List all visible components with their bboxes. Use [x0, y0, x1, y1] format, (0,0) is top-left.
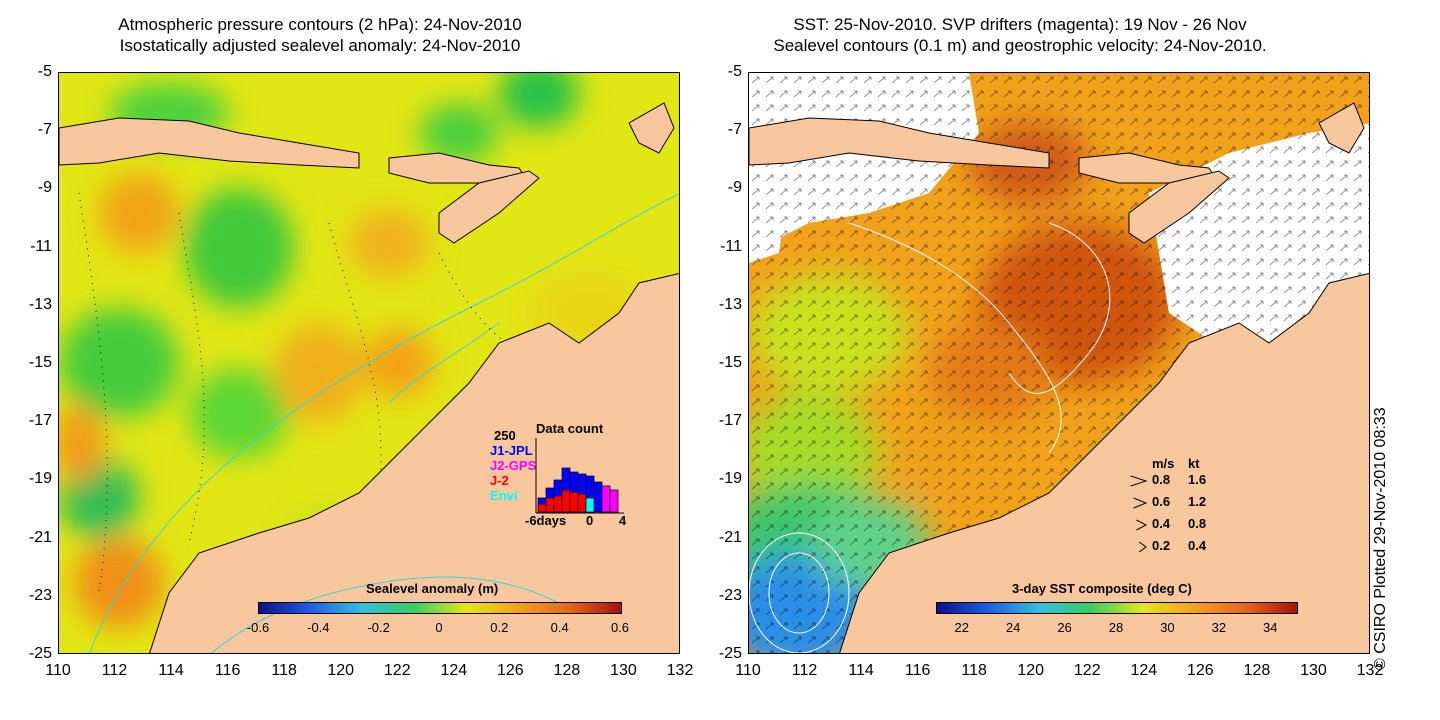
right-colorbar-tick: 26: [1057, 620, 1072, 635]
left-colorbar-tick: 0.6: [610, 620, 630, 635]
left-lat-tick: -17: [28, 412, 52, 430]
series-j2-gps: J2-GPS: [490, 458, 537, 473]
right-lon-tick: 132: [1356, 662, 1384, 679]
right-lat-tick: -7: [727, 121, 742, 139]
credit-text: © CSIRO Plotted 29-Nov-2010 08:33: [1372, 407, 1389, 670]
left-lat-tick: -11: [30, 237, 52, 255]
right-colorbar-tick: 30: [1160, 620, 1175, 635]
series-j1-jpl: J1-JPL: [490, 443, 533, 458]
velocity-arrow: [1133, 497, 1148, 509]
left-lon-tick: 114: [158, 662, 184, 679]
right-lat-tick: -11: [720, 237, 742, 255]
right-lon-tick: 118: [961, 662, 987, 679]
right-colorbar-tick: 22: [954, 620, 969, 635]
right-lon-tick: 122: [1073, 662, 1101, 679]
data-count-x-start: -6days: [525, 513, 567, 528]
left-lon-tick: 124: [440, 662, 468, 679]
sealevel-anomaly-map: [58, 72, 680, 654]
velocity-kt-value: 0.4: [1188, 538, 1207, 553]
left-lat-tick: -21: [28, 528, 52, 546]
right-lon-tick: 128: [1243, 662, 1271, 679]
data-count-chart: [535, 438, 624, 514]
left-lat-tick: -23: [28, 586, 52, 604]
right-lat-tick: -15: [718, 354, 742, 371]
left-map-title: Atmospheric pressure contours (2 hPa): 2…: [0, 14, 640, 56]
sst-map: [748, 72, 1370, 654]
right-colorbar-tick: 32: [1211, 620, 1227, 635]
series-envi: Envi: [490, 488, 518, 503]
velocity-arrow: [1138, 541, 1147, 553]
velocity-kt-value: 0.8: [1188, 516, 1207, 531]
velocity-ms-value: 0.8: [1152, 472, 1171, 487]
left-lat-tick: -25: [28, 645, 52, 662]
data-count-x-end: 4: [619, 513, 627, 528]
right-colorbar: [936, 602, 1298, 614]
left-colorbar-tick: 0.4: [550, 620, 569, 635]
right-lat-tick: -25: [718, 645, 742, 662]
left-lon-tick: 128: [553, 662, 581, 679]
sealevel-anomaly-field: [59, 73, 679, 653]
left-lon-tick: 132: [666, 662, 694, 679]
data-count-x-mid: 0: [586, 513, 594, 528]
right-lat-tick: -13: [718, 295, 742, 313]
left-colorbar-tick: 0.2: [490, 620, 509, 635]
velocity-ms-value: 0.2: [1152, 538, 1171, 553]
right-title-line2: Sealevel contours (0.1 m) and geostrophi…: [773, 36, 1267, 55]
right-colorbar-tick: 34: [1263, 620, 1278, 635]
left-lon-tick: 126: [497, 662, 524, 679]
left-lon-tick: 120: [327, 662, 355, 679]
left-title-line2: Isostatically adjusted sealevel anomaly:…: [119, 36, 521, 55]
left-lat-tick: -9: [37, 179, 52, 197]
left-lat-tick: -19: [28, 470, 52, 488]
velocity-ms-value: 0.4: [1152, 516, 1171, 531]
right-lat-tick: -9: [727, 179, 742, 197]
left-lon-tick: 116: [214, 662, 241, 679]
left-lon-tick: 130: [610, 662, 637, 679]
left-lat-tick: -15: [28, 354, 52, 371]
left-lat-tick: -7: [37, 121, 52, 139]
left-colorbar-tick: -0.2: [367, 620, 390, 635]
velocity-header-kt: kt: [1188, 456, 1200, 471]
left-colorbar-tick: -0.6: [246, 620, 270, 635]
velocity-arrow: [1130, 475, 1148, 487]
right-lon-tick: 124: [1130, 662, 1158, 679]
left-lat-tick: -13: [28, 295, 52, 313]
left-colorbar-label: Sealevel anomaly (m): [366, 581, 499, 596]
left-lon-tick: 112: [101, 662, 128, 679]
right-lat-tick: -5: [727, 63, 742, 80]
right-lon-tick: 112: [791, 662, 818, 679]
velocity-kt-value: 1.2: [1188, 494, 1207, 509]
left-colorbar-tick: 0: [435, 620, 443, 635]
right-lat-tick: -17: [718, 412, 742, 430]
velocity-header-ms: m/s: [1152, 456, 1175, 471]
right-colorbar-label: 3-day SST composite (deg C): [1012, 581, 1192, 596]
right-lon-tick: 126: [1187, 662, 1214, 679]
data-count-max: 250: [494, 428, 516, 443]
right-map-title: SST: 25-Nov-2010. SVP drifters (magenta)…: [700, 14, 1340, 56]
right-lon-tick: 116: [904, 662, 931, 679]
sst-field: [749, 73, 1369, 653]
right-lat-tick: -23: [718, 586, 742, 604]
velocity-arrow: [1136, 519, 1148, 531]
right-colorbar-tick: 24: [1005, 620, 1021, 635]
left-lon-tick: 122: [383, 662, 411, 679]
left-lon-tick: 118: [271, 662, 297, 679]
right-title-line1: SST: 25-Nov-2010. SVP drifters (magenta)…: [793, 15, 1247, 34]
left-lat-tick: -5: [37, 63, 52, 80]
velocity-kt-value: 1.6: [1188, 472, 1207, 487]
right-colorbar-tick: 28: [1108, 620, 1124, 635]
data-count-title: Data count: [536, 421, 604, 436]
left-title-line1: Atmospheric pressure contours (2 hPa): 2…: [118, 15, 522, 34]
series-j-2: J-2: [490, 473, 509, 488]
velocity-ms-value: 0.6: [1152, 494, 1171, 509]
left-lon-tick: 110: [45, 662, 71, 679]
left-colorbar: [258, 602, 622, 614]
right-lon-tick: 120: [1017, 662, 1045, 679]
right-lon-tick: 130: [1300, 662, 1327, 679]
right-lat-tick: -21: [718, 528, 742, 546]
left-colorbar-tick: -0.4: [307, 620, 330, 635]
right-lat-tick: -19: [718, 470, 742, 488]
right-lon-tick: 114: [848, 662, 874, 679]
right-lon-tick: 110: [735, 662, 761, 679]
